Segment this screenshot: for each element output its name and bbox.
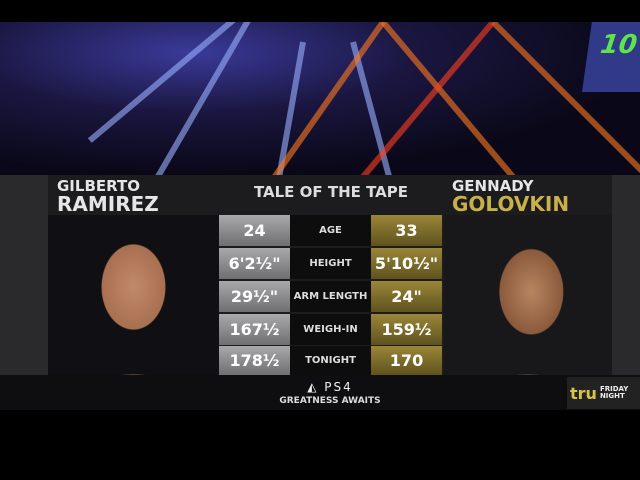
ps4-logo: ◭ PS4	[307, 380, 353, 394]
right-tonight: 170	[371, 346, 442, 375]
sponsor-tagline: GREATNESS AWAITS	[279, 396, 381, 406]
left-tonight: 178½	[219, 346, 290, 375]
left-arm-length: 29½"	[219, 281, 290, 312]
left-weigh-in: 167½	[219, 314, 290, 345]
sponsor-bar: ◭ PS4 GREATNESS AWAITS tru FRIDAY NIGHT	[0, 375, 640, 410]
arena-screen: 10	[582, 22, 640, 92]
network-logo: tru FRIDAY NIGHT	[567, 377, 640, 409]
right-height: 5'10½"	[371, 248, 442, 279]
label-height: HEIGHT	[290, 248, 371, 279]
fighter-left-name: GILBERTO RAMIREZ	[57, 177, 159, 216]
tale-of-the-tape-panel: GILBERTO RAMIREZ GENNADY GOLOVKIN TALE O…	[0, 175, 640, 375]
right-arm-length: 24"	[371, 281, 442, 312]
fighter-right-photo	[444, 215, 612, 375]
right-edge	[612, 175, 640, 375]
left-height: 6'2½"	[219, 248, 290, 279]
panel-title: TALE OF THE TAPE	[253, 183, 409, 201]
right-weigh-in: 159½	[371, 314, 442, 345]
network-subtitle: FRIDAY NIGHT	[599, 385, 629, 400]
fighter-left-photo	[48, 215, 219, 375]
label-age: AGE	[290, 215, 371, 246]
label-weigh-in: WEIGH-IN	[290, 314, 371, 345]
label-tonight: TONIGHT	[290, 346, 371, 375]
right-age: 33	[371, 215, 442, 246]
fighter-right-name: GENNADY GOLOVKIN	[452, 177, 570, 216]
label-arm-length: ARM LENGTH	[290, 281, 371, 312]
left-age: 24	[219, 215, 290, 246]
left-edge	[0, 175, 48, 375]
arena-background: 10	[0, 22, 640, 175]
playstation-icon: ◭	[307, 380, 325, 394]
